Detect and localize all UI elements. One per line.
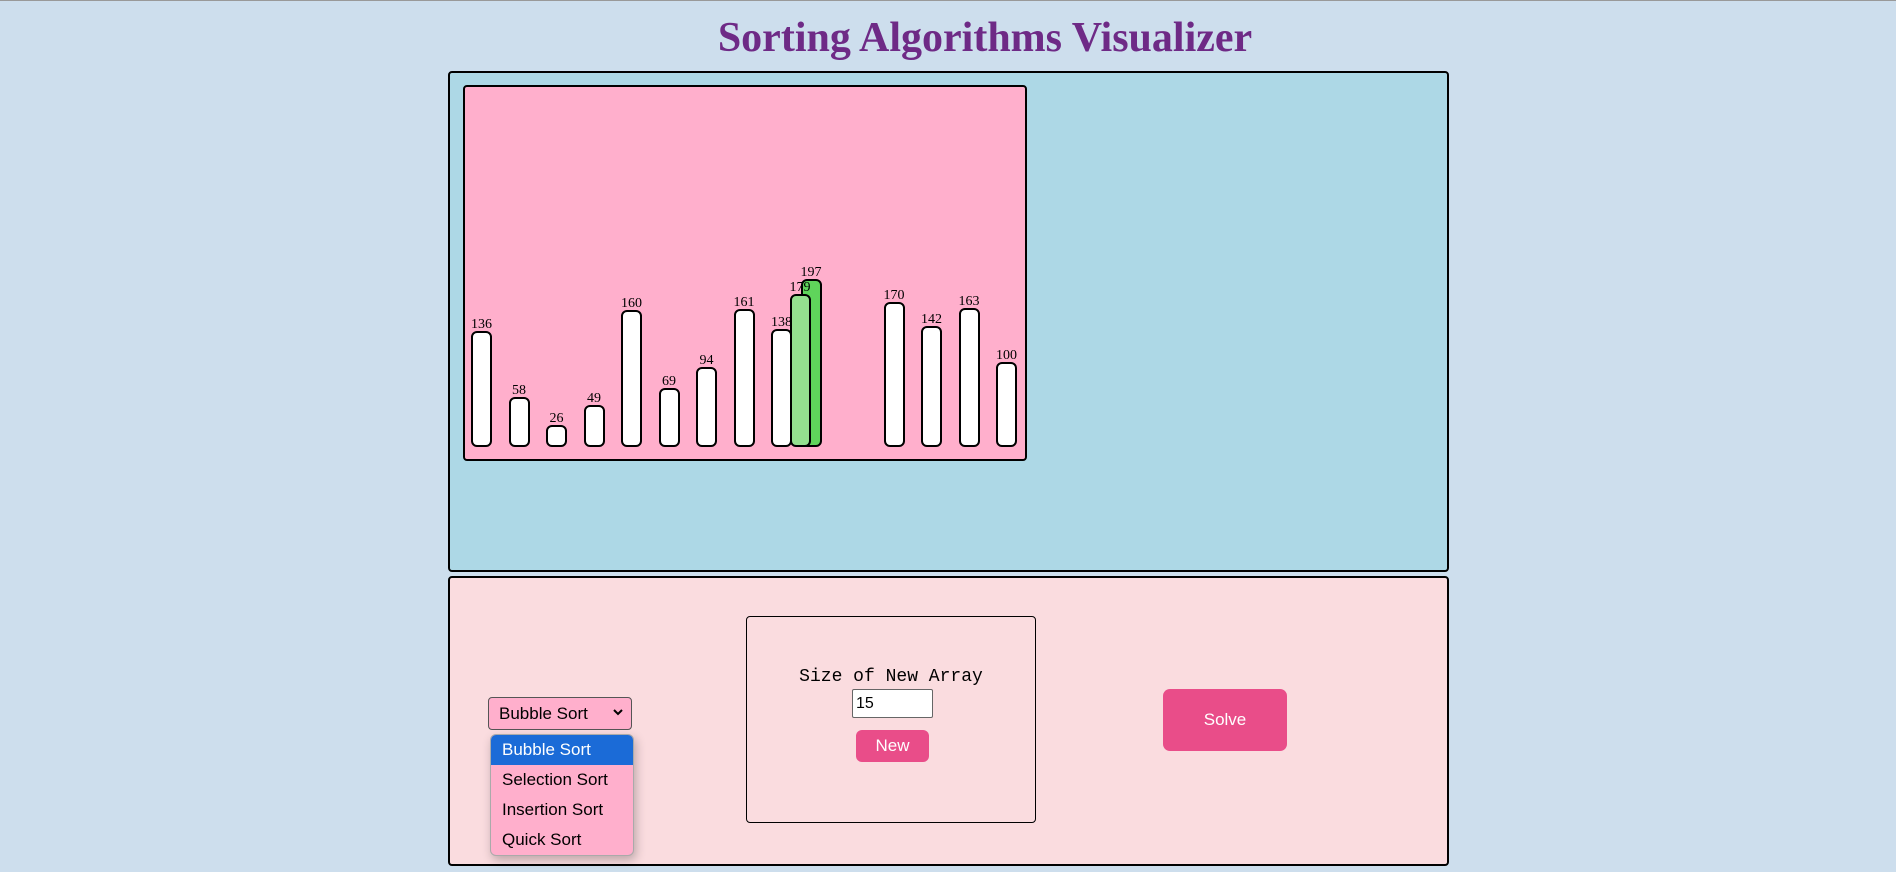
bar-value-label: 160 xyxy=(621,296,642,312)
option-bubble-sort[interactable]: Bubble Sort xyxy=(491,735,633,765)
bar-value-label: 58 xyxy=(512,383,526,399)
array-bar: 179 xyxy=(789,280,811,447)
array-bar: 136 xyxy=(471,317,492,447)
array-size-label: Size of New Array xyxy=(799,667,983,687)
bar-value-label: 197 xyxy=(800,264,822,280)
bar-value-label: 69 xyxy=(662,374,676,390)
algorithm-select[interactable]: Bubble Sort xyxy=(488,697,632,730)
bar-value-label: 26 xyxy=(549,410,564,426)
array-size-box: Size of New Array New xyxy=(746,616,1036,823)
array-bar: 94 xyxy=(696,353,717,447)
bar-value-label: 100 xyxy=(996,347,1017,363)
page-title: Sorting Algorithms Visualizer xyxy=(717,15,1253,61)
array-bar: 161 xyxy=(733,295,755,447)
array-bar: 160 xyxy=(621,296,642,447)
new-array-button[interactable]: New xyxy=(856,730,929,762)
array-bar: 69 xyxy=(658,374,680,447)
bar-value-label: 94 xyxy=(699,352,714,368)
controls-panel: Bubble Sort Bubble Sort Selection Sort I… xyxy=(448,576,1449,866)
bar-value-label: 170 xyxy=(883,287,905,303)
bar-value-label: 136 xyxy=(471,316,492,332)
array-bar: 26 xyxy=(546,411,567,447)
bar-value-label: 179 xyxy=(789,279,811,295)
array-bar: 142 xyxy=(921,312,942,447)
bar-value-label: 163 xyxy=(958,293,980,309)
option-quick-sort[interactable]: Quick Sort xyxy=(502,830,582,849)
bars-container: 136 58 26 49 160 69 94 161 138 197 179 170 142 163 100 xyxy=(463,85,1027,461)
bar-value-label: 49 xyxy=(587,391,601,407)
array-size-input[interactable] xyxy=(852,689,933,718)
bar-value-label: 138 xyxy=(771,315,792,331)
bar-value-label: 142 xyxy=(921,311,942,327)
option-insertion-sort[interactable]: Insertion Sort xyxy=(502,800,604,819)
visualizer-panel: 136 58 26 49 160 69 94 161 138 197 179 170 142 163 100 xyxy=(448,71,1449,572)
chevron-down-icon xyxy=(613,709,623,716)
array-bar: 170 xyxy=(883,288,905,447)
bar-value-label: 161 xyxy=(733,295,755,311)
array-bar: 163 xyxy=(958,294,980,447)
algorithm-dropdown: Bubble Sort Selection Sort Insertion Sor… xyxy=(490,734,634,856)
option-selection-sort[interactable]: Selection Sort xyxy=(502,770,608,789)
array-bar: 100 xyxy=(996,348,1017,447)
algorithm-select-value: Bubble Sort xyxy=(499,704,588,723)
solve-button[interactable]: Solve xyxy=(1163,689,1287,751)
array-bar: 49 xyxy=(583,391,605,447)
array-bar: 138 xyxy=(771,315,792,447)
array-bar: 58 xyxy=(508,383,530,447)
